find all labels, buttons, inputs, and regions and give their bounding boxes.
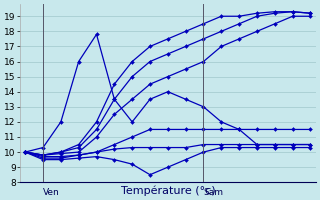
X-axis label: Température (°c): Température (°c)	[121, 185, 215, 196]
Text: Sam: Sam	[204, 188, 223, 197]
Text: Ven: Ven	[43, 188, 60, 197]
